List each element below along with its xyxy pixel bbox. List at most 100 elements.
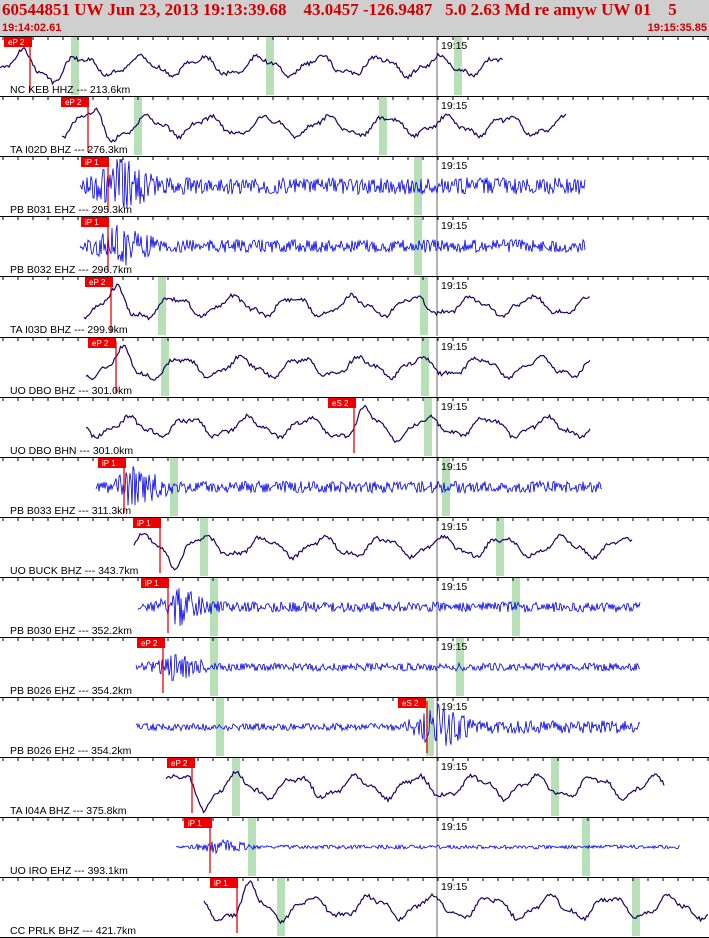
time-window-band	[414, 157, 422, 215]
channel-row[interactable]: 19:15 iP 1 CC PRLK BHZ --- 421.7km	[0, 877, 709, 937]
channel-row[interactable]: 19:15 iP 1 PB B032 EHZ --- 296.7km	[0, 216, 709, 276]
channel-row[interactable]: 19:15 iP 1 UO IRO EHZ --- 393.1km	[0, 817, 709, 877]
seismogram-panel[interactable]: 19:15 eP 2 NC KEB HHZ --- 213.6km 19:15 eP 2…	[0, 36, 709, 938]
time-window-band	[248, 818, 256, 876]
minute-label: 19:15	[441, 881, 467, 893]
phase-pick-label: eP 2	[171, 759, 188, 768]
phase-pick-label: eP 2	[65, 98, 82, 107]
waveform-trace	[135, 654, 641, 681]
phase-pick-tag[interactable]	[167, 758, 195, 768]
channel-label: TA I03D BHZ --- 299.9km	[10, 324, 128, 336]
minute-label: 19:15	[441, 521, 467, 533]
time-window-band	[442, 458, 450, 516]
channel-row[interactable]: 19:15 eP 2 UO DBO BHZ --- 301.0km	[0, 337, 709, 397]
time-window-band	[170, 458, 178, 516]
channel-row[interactable]: 19:15 iP 1 PB B031 EHZ --- 295.3km	[0, 156, 709, 216]
waveform-trace	[83, 283, 590, 321]
waveform-trace	[95, 466, 603, 506]
time-window-band	[421, 338, 429, 396]
phase-pick-tag[interactable]	[81, 157, 109, 167]
channel-row[interactable]: 19:15 iP 1 PB B033 EHZ --- 311.3km	[0, 457, 709, 517]
phase-pick-tag[interactable]	[137, 638, 165, 648]
waveform-trace	[0, 46, 503, 86]
time-window-band	[216, 698, 224, 756]
channel-label: PB B031 EHZ --- 295.3km	[10, 204, 132, 216]
time-window-band	[454, 37, 462, 95]
waveform-trace	[85, 404, 591, 444]
waveform-trace	[165, 770, 665, 814]
phase-pick-tag[interactable]	[81, 217, 109, 227]
phase-pick-label: iP 1	[137, 519, 151, 528]
channel-row[interactable]: 19:15 eP 2 TA I04A BHZ --- 375.8km	[0, 757, 709, 817]
phase-pick-tag[interactable]	[85, 277, 113, 287]
window-end-time: 19:15:35.85	[647, 22, 707, 34]
waveform-trace	[85, 344, 591, 381]
time-window-band	[200, 518, 208, 576]
waveform-trace	[137, 588, 641, 627]
time-window-band	[424, 398, 432, 456]
channel-label: UO DBO BHZ --- 301.0km	[10, 385, 132, 397]
channel-label: PB B030 EHZ --- 352.2km	[10, 625, 132, 637]
phase-pick-label: iP 1	[145, 579, 159, 588]
channel-label: TA I02D BHZ --- 276.3km	[10, 144, 128, 156]
phase-pick-label: eP 2	[89, 278, 106, 287]
minute-label: 19:15	[441, 641, 467, 653]
channel-row[interactable]: 19:15 eP 2 TA I02D BHZ --- 276.3km	[0, 96, 709, 156]
minute-label: 19:15	[441, 100, 467, 112]
minute-label: 19:15	[441, 701, 467, 713]
phase-pick-label: eP 2	[92, 339, 109, 348]
window-start-time: 19:14:02.61	[2, 22, 62, 34]
channel-label: PB B033 EHZ --- 311.3km	[10, 505, 131, 517]
time-window-band	[426, 698, 434, 756]
time-window-band	[134, 97, 142, 155]
minute-label: 19:15	[441, 280, 467, 292]
channel-label: TA I04A BHZ --- 375.8km	[10, 805, 127, 817]
time-window-band	[232, 758, 240, 816]
phase-pick-tag[interactable]	[98, 458, 126, 468]
minute-label: 19:15	[441, 581, 467, 593]
phase-pick-label: iP 1	[188, 819, 202, 828]
waveform-trace	[203, 880, 709, 925]
minute-label: 19:15	[441, 341, 467, 353]
phase-pick-tag[interactable]	[141, 578, 169, 588]
channel-label: UO DBO BHN --- 301.0km	[10, 445, 133, 457]
phase-pick-tag[interactable]	[210, 878, 238, 888]
phase-pick-label: iP 1	[85, 218, 99, 227]
channel-row[interactable]: 19:15 eP 2 NC KEB HHZ --- 213.6km	[0, 36, 709, 96]
phase-pick-tag[interactable]	[398, 698, 426, 708]
channel-label: CC PRLK BHZ --- 421.7km	[10, 925, 136, 937]
phase-pick-tag[interactable]	[88, 338, 116, 348]
event-header: 60544851 UW Jun 23, 2013 19:13:39.68 43.…	[0, 0, 709, 36]
waveform-trace	[61, 107, 567, 143]
channel-row[interactable]: 19:15 eS 2 PB B026 EH2 --- 354.2km	[0, 697, 709, 757]
phase-pick-tag[interactable]	[4, 37, 32, 47]
minute-label: 19:15	[441, 461, 467, 473]
time-window-band	[210, 578, 218, 636]
time-window-band	[266, 37, 274, 95]
minute-label: 19:15	[441, 761, 467, 773]
minute-label: 19:15	[441, 401, 467, 413]
waveform-trace	[135, 702, 641, 746]
phase-pick-tag[interactable]	[61, 97, 89, 107]
channel-row[interactable]: 19:15 iP 1 PB B030 EHZ --- 352.2km	[0, 577, 709, 637]
waveform-trace	[79, 224, 586, 266]
minute-label: 19:15	[441, 40, 467, 52]
phase-pick-label: eS 2	[402, 699, 419, 708]
channel-label: PB B026 EHZ --- 354.2km	[10, 685, 132, 697]
time-window-band	[277, 878, 285, 936]
event-title: 60544851 UW Jun 23, 2013 19:13:39.68 43.…	[2, 0, 677, 19]
phase-pick-tag[interactable]	[133, 518, 161, 528]
phase-pick-label: eS 2	[332, 399, 349, 408]
channel-row[interactable]: 19:15 eP 2 PB B026 EHZ --- 354.2km	[0, 637, 709, 697]
time-window-band	[158, 277, 166, 335]
phase-pick-tag[interactable]	[328, 398, 356, 408]
minute-label: 19:15	[441, 160, 467, 172]
channel-row[interactable]: 19:15 iP 1 UO BUCK BHZ --- 343.7km	[0, 517, 709, 577]
phase-pick-label: iP 1	[214, 879, 228, 888]
phase-pick-label: iP 1	[102, 459, 116, 468]
phase-pick-tag[interactable]	[184, 818, 212, 828]
channel-row[interactable]: 19:15 eS 2 UO DBO BHN --- 301.0km	[0, 397, 709, 457]
channel-row[interactable]: 19:15 eP 2 TA I03D BHZ --- 299.9km	[0, 276, 709, 336]
time-window-band	[71, 37, 79, 95]
channel-label: PB B032 EHZ --- 296.7km	[10, 264, 132, 276]
